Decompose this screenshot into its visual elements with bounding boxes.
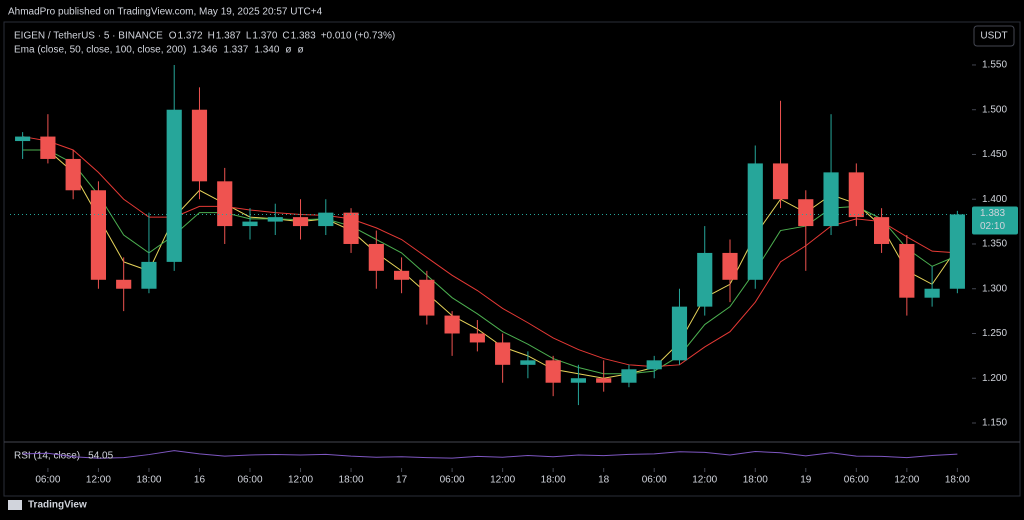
y-tick-label: 1.250 xyxy=(982,328,1007,339)
ema-extra: ø xyxy=(285,45,291,56)
chart-frame xyxy=(3,21,1021,497)
change: +0.010 (+0.73%) xyxy=(321,31,396,42)
y-tick-label: 1.200 xyxy=(982,373,1007,384)
published-note: AhmadPro published on TradingView.com, M… xyxy=(8,7,323,18)
last-price: 1.383 xyxy=(980,208,1005,219)
candle-body xyxy=(520,360,536,365)
x-tick-label: 18:00 xyxy=(945,475,970,486)
ohlc-value: 1.387 xyxy=(216,31,241,42)
rsi-legend: RSI (14, close) xyxy=(14,451,80,462)
candle-body xyxy=(747,163,763,280)
currency[interactable]: USDT xyxy=(980,31,1007,42)
x-tick-label: 18:00 xyxy=(541,475,566,486)
candle-body xyxy=(924,288,940,298)
candle-body xyxy=(444,315,460,334)
candle-body xyxy=(545,360,561,383)
x-tick-label: 12:00 xyxy=(288,475,313,486)
rsi-value: 54.05 xyxy=(88,451,113,462)
brand: TradingView xyxy=(28,500,87,511)
x-tick-label: 06:00 xyxy=(642,475,667,486)
y-tick-label: 1.400 xyxy=(982,194,1007,205)
candle-body xyxy=(15,136,31,142)
last-price-tag xyxy=(972,206,1018,235)
x-tick-label: 06:00 xyxy=(844,475,869,486)
candle-body xyxy=(419,279,435,316)
candle-body xyxy=(848,172,864,218)
candle-body xyxy=(242,221,258,227)
ema-value: 1.346 xyxy=(192,45,217,56)
candle-body xyxy=(899,243,915,298)
symbol: EIGEN / TetherUS · 5 · BINANCE xyxy=(14,31,163,42)
candle-body xyxy=(166,109,182,262)
x-tick-label: 12:00 xyxy=(692,475,717,486)
candle-body xyxy=(495,342,511,365)
countdown: 02:10 xyxy=(980,221,1005,232)
x-tick-label: 16 xyxy=(194,475,206,486)
candle-body xyxy=(292,217,309,227)
ema-value: 1.340 xyxy=(254,45,279,56)
y-tick-label: 1.350 xyxy=(982,239,1007,250)
y-tick-label: 1.150 xyxy=(982,418,1007,429)
ohlc-value: 1.383 xyxy=(291,31,316,42)
brand-logo xyxy=(8,500,22,510)
ohlc-value: 1.370 xyxy=(252,31,277,42)
candle-body xyxy=(267,217,283,222)
candle-body xyxy=(116,279,132,289)
y-tick-label: 1.450 xyxy=(982,149,1007,160)
ema-legend: Ema (close, 50, close, 100, close, 200) xyxy=(14,45,186,56)
candle-body xyxy=(318,212,334,227)
x-tick-label: 18:00 xyxy=(339,475,364,486)
candle-body xyxy=(823,172,839,227)
y-tick-label: 1.300 xyxy=(982,283,1007,294)
x-tick-label: 06:00 xyxy=(440,475,465,486)
candle-body xyxy=(40,136,56,159)
candle-body xyxy=(141,261,157,289)
x-tick-label: 06:00 xyxy=(237,475,262,486)
ohlc-label: H xyxy=(208,31,215,42)
ema-value: 1.337 xyxy=(223,45,248,56)
candle-body xyxy=(570,378,586,383)
ohlc-label: C xyxy=(282,31,289,42)
ohlc-label: L xyxy=(246,31,252,42)
x-tick-label: 12:00 xyxy=(86,475,111,486)
candle-body xyxy=(621,369,637,383)
candle-body xyxy=(90,190,106,280)
x-tick-label: 18 xyxy=(598,475,610,486)
ema-extra: ø xyxy=(298,45,304,56)
ohlc-label: O xyxy=(169,31,177,42)
candle-body xyxy=(697,252,713,307)
x-tick-label: 12:00 xyxy=(894,475,919,486)
candle-body xyxy=(65,158,81,191)
x-tick-label: 18:00 xyxy=(743,475,768,486)
y-tick-label: 1.550 xyxy=(982,60,1007,71)
candle-body xyxy=(646,360,662,370)
candle-body xyxy=(798,199,814,227)
rsi-line xyxy=(22,450,958,459)
candle-body xyxy=(671,306,688,361)
candle-body xyxy=(722,252,738,280)
candle-body xyxy=(949,214,965,289)
ohlc-value: 1.372 xyxy=(178,31,203,42)
x-tick-label: 17 xyxy=(396,475,408,486)
candle-body xyxy=(394,270,410,280)
x-tick-label: 19 xyxy=(800,475,812,486)
x-tick-label: 06:00 xyxy=(35,475,60,486)
candle-body xyxy=(217,181,233,227)
candle-body xyxy=(772,163,789,200)
x-tick-label: 18:00 xyxy=(136,475,161,486)
x-tick-label: 12:00 xyxy=(490,475,515,486)
candle-body xyxy=(343,212,359,244)
y-tick-label: 1.500 xyxy=(982,104,1007,115)
candle-body xyxy=(368,243,384,271)
currency-button[interactable] xyxy=(973,25,1015,47)
candle-body xyxy=(191,109,208,182)
candle-body xyxy=(874,217,890,244)
candle-body xyxy=(596,378,612,383)
candle-body xyxy=(469,333,485,343)
